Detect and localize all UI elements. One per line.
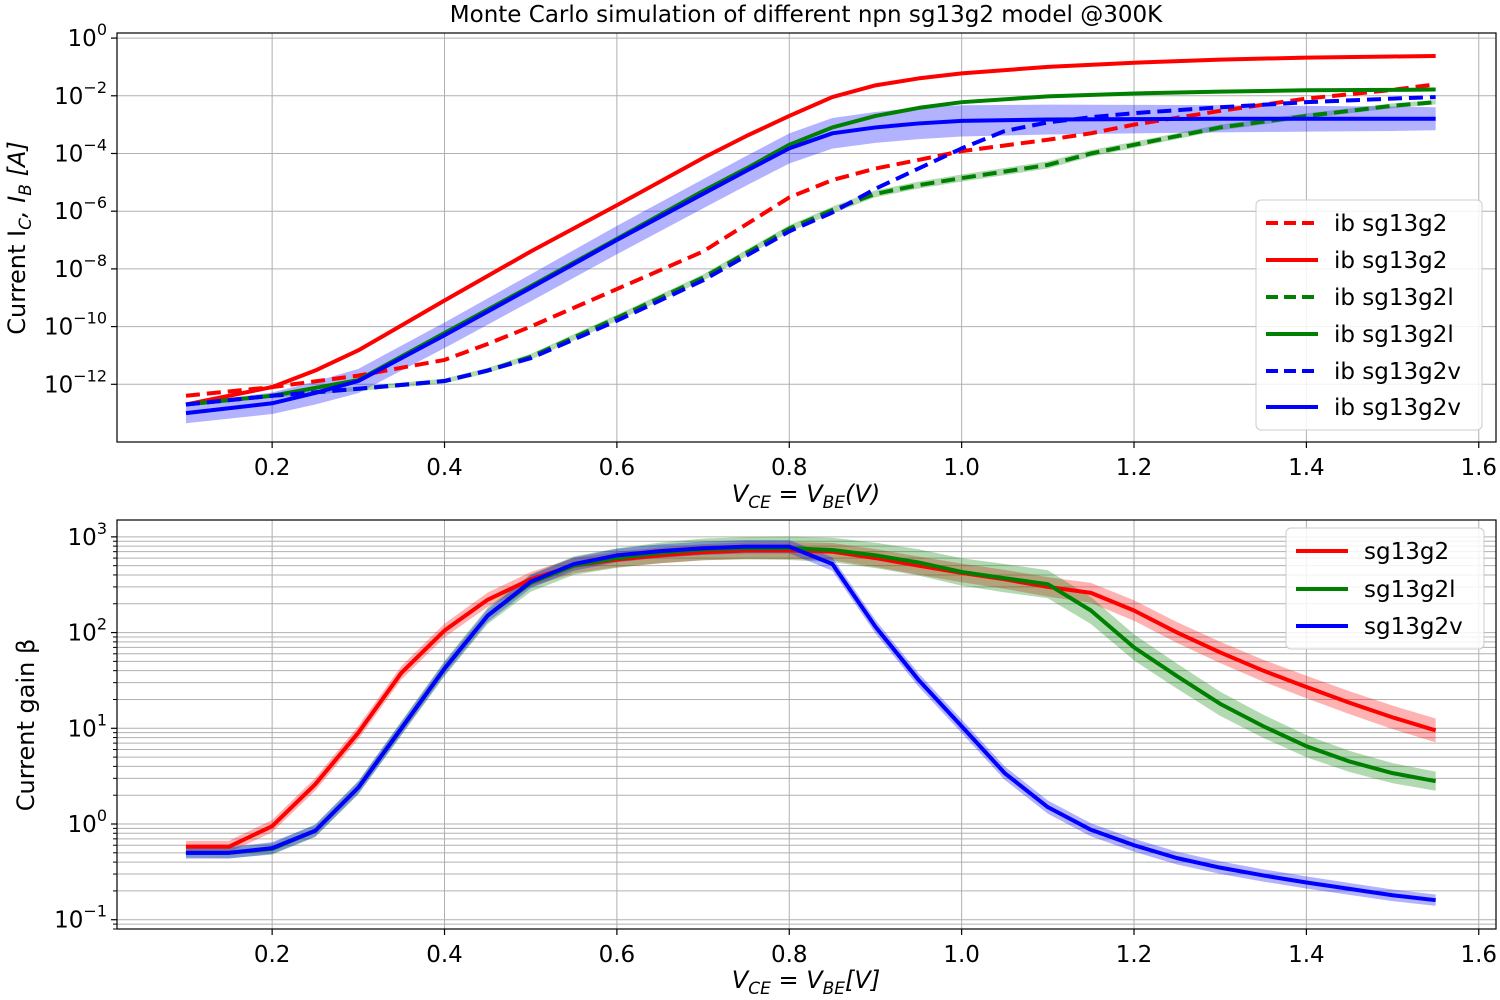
top-legend-label: ib sg13g2 [1334,211,1447,237]
top-xlabel-part: (V) [845,480,880,508]
bottom-series-line-sg13g2v [185,544,1436,903]
top-y-tick-label: 10−2 [54,78,107,110]
bottom-legend-box [1285,527,1485,650]
top-y-tick-label: 10−12 [44,366,107,398]
bottom-x-ticks: 0.2 0.4 0.6 0.8 1.0 1.2 1.4 1.6 [254,929,1497,968]
bottom-xlabel-sub: BE [823,979,846,999]
bottom-y-tick-label: 10−1 [54,902,107,934]
top-series-line-ib-sg13g2v-dashed [185,95,1436,407]
top-xlabel-part: = V [771,480,824,508]
top-x-tick-label: 0.4 [426,455,463,481]
bottom-y-tick-label: 100 [68,806,107,838]
top-x-tick-label: 1.6 [1460,455,1497,481]
bottom-legend-label: sg13g2v [1364,614,1463,640]
top-ylabel-sub: B [16,184,36,196]
top-confidence-bands [185,100,1436,424]
top-series-line-ib-sg13g2 [185,53,1436,407]
top-band-ib-sg13g2v [185,104,1436,424]
bottom-axes-frame [116,519,1497,930]
bottom-xlabel-sub: CE [748,979,771,999]
top-ylabel-part: Current I [3,230,31,335]
top-y-tick-label: 10−10 [44,309,107,341]
bottom-legend: sg13g2 sg13g2l sg13g2v [1285,527,1485,650]
top-x-tick-label: 1.4 [1288,455,1325,481]
top-x-tick-label: 0.8 [771,455,808,481]
top-ylabel-part: [A] [3,141,31,184]
bottom-y-ticks: 103 102 101 100 10−1 [54,519,117,934]
bottom-xlabel-part: [V] [845,966,880,994]
top-x-tick-label: 0.6 [599,455,636,481]
top-xlabel-sub: BE [823,493,846,513]
top-legend-label: ib sg13g2v [1334,359,1461,385]
top-legend-label: ib sg13g2l [1334,285,1454,311]
top-xlabel-part: V [732,480,750,508]
bottom-x-tick-label: 0.6 [599,942,636,968]
bottom-x-tick-label: 1.4 [1288,942,1325,968]
bottom-y-tick-label: 103 [68,519,107,551]
bottom-x-tick-label: 1.6 [1460,942,1497,968]
bottom-y-axis-label: Current gain β [12,639,40,812]
bottom-xlabel-part: = V [771,966,824,994]
top-grid [117,33,1496,442]
bottom-y-tick-label: 102 [68,615,107,647]
top-xlabel-sub: CE [748,493,771,513]
bottom-x-tick-label: 0.4 [426,942,463,968]
top-series-line-ib-sg13g2v [185,116,1436,416]
top-ylabel-sub: C [16,218,36,230]
bottom-xlabel-part: V [732,966,750,994]
top-series-line-ib-sg13g2-dashed [185,82,1436,398]
top-legend: ib sg13g2 ib sg13g2 ib sg13g2l ib sg13g2… [1255,199,1483,431]
top-series-line-ib-sg13g2l [185,87,1436,407]
bottom-y-tick-label: 101 [68,710,107,742]
bottom-legend-label: sg13g2 [1364,539,1449,565]
bottom-x-axis-label: VCE = VBE[V] [732,966,880,999]
bottom-axes: 0.2 0.4 0.6 0.8 1.0 1.2 1.4 1.6 103 102 101 100 10−… [12,519,1497,999]
top-legend-label: ib sg13g2l [1334,322,1454,348]
top-x-tick-label: 0.2 [254,455,291,481]
top-x-axis-label: VCE = VBE(V) [732,480,880,513]
top-x-tick-label: 1.2 [1116,455,1153,481]
bottom-x-tick-label: 0.2 [254,942,291,968]
top-ylabel-part: , I [3,196,31,218]
top-y-tick-label: 10−4 [54,135,107,167]
bottom-x-tick-label: 0.8 [771,942,808,968]
bottom-grid [117,520,1496,930]
top-legend-label: ib sg13g2 [1334,248,1447,274]
top-chart-title: Monte Carlo simulation of different npn … [450,2,1163,28]
bottom-series-lines [185,544,1437,903]
top-y-tick-label: 10−8 [54,251,107,283]
top-y-tick-label: 100 [68,20,107,52]
top-y-tick-label: 10−6 [54,193,107,225]
top-x-tick-label: 1.0 [943,455,980,481]
bottom-x-tick-label: 1.2 [1116,942,1153,968]
top-axes-frame [116,32,1497,443]
top-series-lines [185,53,1436,416]
top-legend-label: ib sg13g2v [1334,395,1461,421]
top-y-axis-label: Current IC, IB [A] [3,141,36,335]
top-y-ticks: 100 10−2 10−4 10−6 10−8 10−10 10−12 [44,20,117,398]
bottom-x-tick-label: 1.0 [943,942,980,968]
top-axes: 0.2 0.4 0.6 0.8 1.0 1.2 1.4 1.6 100 10−2 10−4 10−6… [3,2,1497,513]
top-x-ticks: 0.2 0.4 0.6 0.8 1.0 1.2 1.4 1.6 [254,442,1497,481]
bottom-legend-label: sg13g2l [1364,577,1455,603]
